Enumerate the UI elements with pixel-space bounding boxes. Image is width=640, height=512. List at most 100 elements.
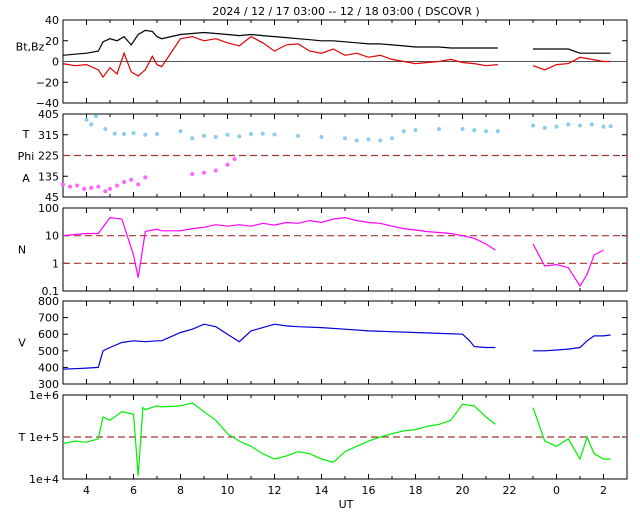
- y-tick-label: 0: [52, 56, 59, 69]
- theta-point: [82, 186, 87, 191]
- speed-line: [533, 334, 611, 352]
- phi-point: [89, 122, 94, 127]
- theta-point: [129, 177, 134, 182]
- phi-point: [131, 131, 136, 136]
- theta-point: [122, 180, 127, 185]
- phi-point: [484, 129, 488, 134]
- y-tick-label: 225: [38, 150, 59, 163]
- phi-point: [93, 114, 98, 119]
- panel-3: 800 700 600 500 400 300 V: [18, 295, 628, 391]
- panel-4: 1e+6 1e+5 1e+4 T: [18, 389, 628, 486]
- phi-point: [319, 135, 324, 140]
- theta-point: [202, 170, 206, 175]
- panel-1: 405 315 225 135 45 T Phi A: [18, 108, 628, 204]
- theta-point: [108, 186, 112, 191]
- phi-point: [202, 133, 206, 138]
- panel-label-top: T: [22, 128, 30, 141]
- phi-point: [413, 128, 418, 133]
- y-tick-label: 40: [45, 14, 59, 27]
- y-tick-label: 500: [38, 345, 59, 358]
- theta-point: [136, 182, 141, 187]
- phi-point: [601, 124, 606, 129]
- phi-point: [178, 129, 183, 134]
- chart-title: 2024 / 12 / 17 03:00 -- 12 / 18 03:00 ( …: [212, 5, 479, 18]
- panel-label-bot: A: [22, 172, 30, 185]
- phi-point: [460, 126, 465, 131]
- y-tick-label: 0.1: [42, 285, 60, 298]
- x-tick-label: 12: [268, 484, 282, 497]
- panel-frame: [62, 300, 628, 385]
- theta-point: [213, 168, 218, 173]
- y-tick-label: 400: [38, 361, 59, 374]
- theta-point: [96, 184, 101, 189]
- phi-point: [608, 124, 613, 129]
- bz-line: [532, 56, 611, 71]
- phi-point: [155, 132, 159, 137]
- panel-label-mid: Phi: [18, 150, 35, 163]
- theta-point: [225, 162, 230, 167]
- panel-label: T: [18, 431, 26, 444]
- x-tick-label: 14: [315, 484, 329, 497]
- y-tick-label: 1: [52, 257, 59, 270]
- y-tick-label: 45: [45, 191, 59, 204]
- y-tick-label: 1e+5: [29, 431, 59, 444]
- phi-point: [542, 125, 547, 130]
- speed-line: [62, 323, 496, 370]
- x-tick-label: 4: [83, 484, 90, 497]
- panel-label: V: [18, 337, 26, 350]
- x-tick-label: 2: [600, 484, 607, 497]
- bt-line: [62, 29, 498, 56]
- phi-point: [103, 126, 108, 131]
- phi-point: [272, 132, 277, 137]
- panel-label: Bt,Bz: [16, 41, 45, 54]
- phi-point: [401, 129, 406, 134]
- x-tick-label: 10: [221, 484, 235, 497]
- theta-point: [75, 183, 80, 188]
- theta-point: [89, 185, 94, 190]
- panel-label: N: [18, 244, 26, 257]
- phi-point: [84, 117, 89, 122]
- density-line: [62, 216, 496, 278]
- phi-point: [589, 122, 594, 127]
- phi-point: [237, 134, 242, 139]
- phi-point: [343, 136, 347, 141]
- x-tick-label: 20: [456, 484, 470, 497]
- theta-point: [190, 171, 195, 176]
- phi-point: [122, 132, 127, 137]
- theta-point: [115, 183, 120, 188]
- y-tick-label: 405: [38, 108, 59, 121]
- phi-point: [225, 132, 230, 137]
- panel-0: 40 20 0 −20 −40 Bt,Bz: [16, 14, 628, 110]
- bt-line: [533, 48, 611, 54]
- y-tick-label: 315: [38, 129, 59, 142]
- phi-point: [112, 131, 117, 136]
- x-tick-label: 16: [362, 484, 376, 497]
- x-tick-label: 8: [177, 484, 184, 497]
- phi-point: [472, 128, 477, 133]
- x-axis-label: UT: [339, 498, 354, 511]
- bz-line: [62, 35, 498, 79]
- y-tick-label: 135: [38, 170, 59, 183]
- phi-point: [296, 133, 300, 138]
- y-tick-label: 800: [38, 295, 59, 308]
- phi-point: [354, 138, 359, 143]
- y-tick-label: 700: [38, 312, 59, 325]
- y-tick-label: 1e+4: [29, 473, 59, 486]
- phi-point: [578, 123, 582, 128]
- x-tick-label: 18: [409, 484, 423, 497]
- phi-point: [190, 136, 195, 141]
- phi-point: [213, 135, 218, 140]
- y-tick-label: 300: [38, 378, 59, 391]
- phi-point: [531, 123, 535, 128]
- x-tick-label: 22: [503, 484, 517, 497]
- theta-point: [103, 189, 108, 194]
- phi-point: [566, 122, 571, 127]
- y-tick-label: 10: [45, 230, 59, 243]
- theta-point: [61, 182, 65, 187]
- theta-point: [232, 156, 237, 161]
- temperature-line: [62, 402, 496, 476]
- x-tick-label: 0: [553, 484, 560, 497]
- phi-point: [495, 129, 500, 134]
- y-tick-label: 1e+6: [29, 389, 59, 402]
